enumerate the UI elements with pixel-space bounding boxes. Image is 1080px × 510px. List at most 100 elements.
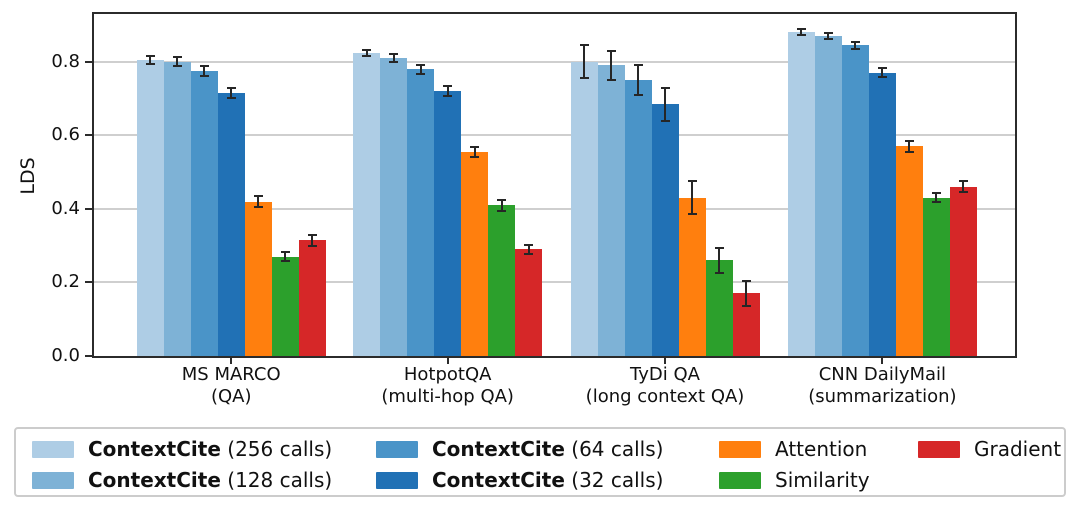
x-category-subtitle: (multi-hop QA) — [381, 386, 514, 407]
y-tick-label: 0.2 — [51, 271, 80, 293]
error-bar-cap — [579, 77, 589, 80]
error-bar — [664, 87, 667, 121]
error-bar — [284, 251, 287, 262]
error-bar-cap — [307, 233, 317, 236]
x-category-label: CNN DailyMail (summarization) — [762, 364, 1002, 408]
error-bar-cap — [416, 72, 426, 75]
y-tick-label: 0.4 — [51, 197, 80, 219]
legend-swatch — [376, 471, 418, 489]
error-bar — [691, 181, 694, 215]
x-category-name: CNN DailyMail — [818, 364, 947, 385]
bar — [298, 240, 326, 356]
x-category-subtitle: (summarization) — [808, 386, 957, 407]
error-bar-cap — [931, 201, 941, 204]
plot-area — [92, 12, 1017, 358]
error-bar — [908, 140, 911, 152]
y-axis-label: LDS — [17, 157, 39, 195]
error-bar-cap — [199, 74, 209, 77]
bar — [353, 52, 381, 356]
x-category-name: HotpotQA — [403, 364, 492, 385]
x-tick-mark — [446, 358, 449, 364]
error-bar-cap — [389, 53, 399, 56]
error-bar — [419, 64, 422, 74]
legend-label: Gradient — [974, 437, 1062, 461]
bar — [570, 61, 598, 356]
y-tick-label: 0.0 — [51, 345, 80, 366]
x-category-name: MS MARCO — [181, 364, 281, 385]
legend-label: ContextCite (256 calls) — [88, 437, 333, 461]
bar — [597, 65, 625, 356]
legend-item: ContextCite (256 calls) — [32, 437, 332, 461]
error-bar-cap — [443, 95, 453, 97]
error-bar-cap — [606, 79, 616, 82]
bar — [949, 186, 977, 356]
error-bar-cap — [253, 206, 263, 209]
error-bar-cap — [850, 47, 860, 50]
error-bar-cap — [416, 63, 426, 66]
error-bar — [473, 147, 476, 157]
y-tick-mark — [85, 134, 92, 137]
y-tick-label: 0.6 — [51, 124, 80, 146]
error-bar-cap — [958, 191, 968, 194]
error-bar — [446, 86, 449, 96]
error-bar — [392, 54, 395, 62]
error-bar-cap — [470, 146, 480, 149]
error-bar-cap — [524, 252, 534, 255]
bar — [651, 104, 679, 356]
error-bar-cap — [470, 155, 480, 158]
error-bar-cap — [741, 279, 751, 282]
legend-item: Attention — [719, 437, 867, 461]
bar — [434, 91, 462, 356]
error-bar — [935, 193, 938, 203]
error-bar — [311, 234, 314, 246]
error-bar-cap — [199, 65, 209, 68]
legend-label-bold: ContextCite — [88, 468, 221, 492]
bar — [841, 45, 869, 356]
error-bar-cap — [931, 192, 941, 195]
legend-swatch — [32, 440, 74, 458]
gridline — [94, 207, 1015, 210]
bar — [922, 197, 950, 356]
gridline — [94, 134, 1015, 137]
y-tick-mark — [85, 207, 92, 210]
error-bar — [203, 66, 206, 76]
error-bar-cap — [687, 180, 697, 183]
error-bar-cap — [579, 44, 589, 47]
error-bar — [527, 244, 530, 254]
error-bar — [637, 65, 640, 95]
error-bar-cap — [497, 198, 507, 201]
error-bar-cap — [524, 243, 534, 246]
legend-swatch — [32, 471, 74, 489]
error-bar — [881, 68, 884, 78]
bar — [705, 260, 733, 356]
error-bar-cap — [714, 272, 724, 275]
legend-item: Similarity — [719, 468, 870, 492]
legend-item: Gradient — [918, 437, 1061, 461]
x-category-label: TyDi QA (long context QA) — [545, 364, 785, 408]
error-bar-cap — [823, 32, 833, 35]
bar — [787, 32, 815, 356]
legend-swatch — [719, 471, 761, 489]
error-bar-cap — [362, 54, 372, 57]
error-bar-cap — [443, 85, 453, 88]
bar — [244, 201, 272, 356]
error-bar-cap — [280, 260, 290, 263]
error-bar-cap — [280, 250, 290, 253]
legend-swatch — [719, 440, 761, 458]
error-bar-cap — [172, 56, 182, 59]
bar — [624, 80, 652, 356]
bar — [515, 249, 543, 356]
error-bar-cap — [362, 48, 372, 51]
bar — [190, 71, 218, 356]
gridline — [94, 60, 1015, 63]
error-bar-cap — [145, 63, 155, 66]
error-bar — [610, 50, 613, 81]
bar — [814, 36, 842, 356]
error-bar-cap — [741, 305, 751, 308]
bar — [868, 72, 896, 356]
legend: ContextCite (256 calls) ContextCite (128 … — [14, 427, 1066, 497]
y-tick-mark — [85, 355, 92, 357]
error-bar — [500, 199, 503, 211]
legend-label: ContextCite (64 calls) — [432, 437, 664, 461]
bar — [895, 146, 923, 356]
